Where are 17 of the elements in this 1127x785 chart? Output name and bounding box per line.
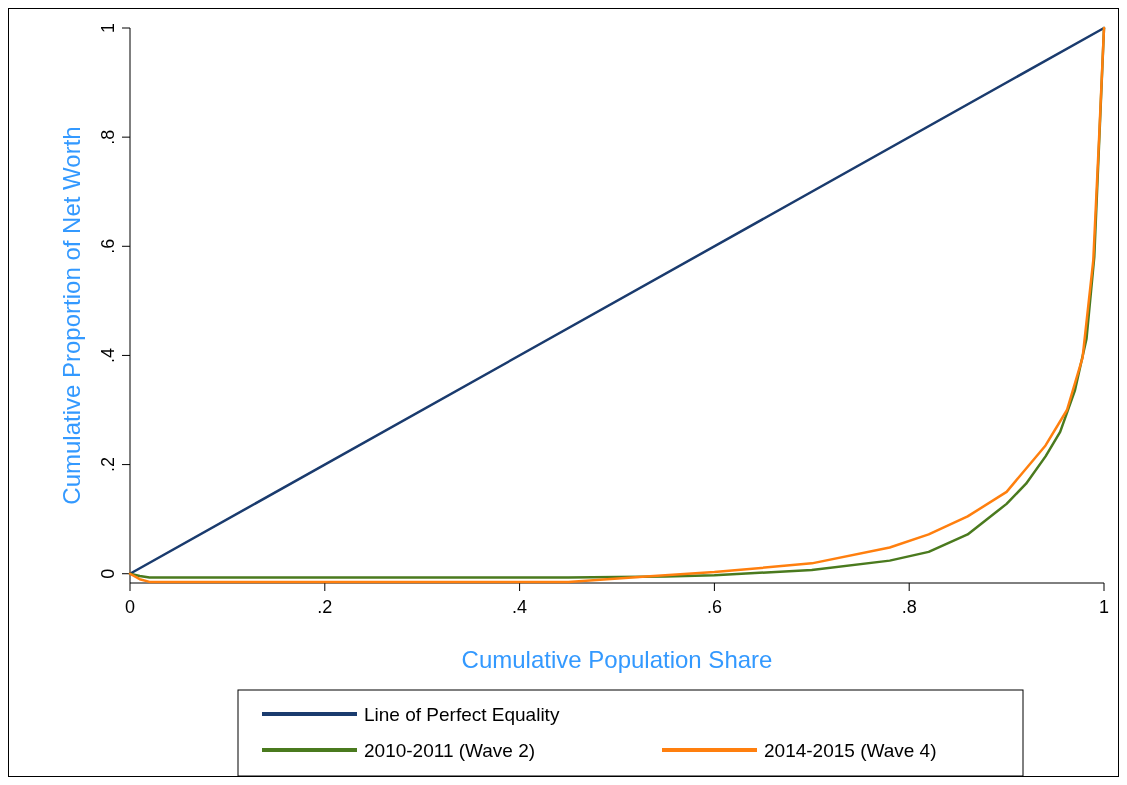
- y-tick-label: .8: [98, 129, 118, 145]
- x-tick-label: 1: [1098, 597, 1110, 617]
- y-tick-label: 1: [98, 22, 118, 34]
- legend-label: Line of Perfect Equality: [364, 704, 560, 725]
- x-tick-label: .8: [901, 597, 917, 617]
- y-tick-label: .6: [98, 238, 118, 254]
- legend-label: 2010-2011 (Wave 2): [364, 740, 536, 761]
- y-tick-label: .2: [98, 457, 118, 473]
- y-tick-label: .4: [98, 347, 118, 363]
- x-tick-label: .2: [317, 597, 333, 617]
- x-tick-label: .4: [512, 597, 528, 617]
- legend-label: 2014-2015 (Wave 4): [764, 740, 937, 761]
- y-tick-label: 0: [98, 568, 118, 579]
- y-axis-title: Cumulative Proportion of Net Worth: [58, 126, 85, 505]
- x-tick-label: 0: [124, 597, 136, 617]
- x-axis-title: Cumulative Population Share: [461, 646, 773, 673]
- x-tick-label: .6: [706, 597, 722, 617]
